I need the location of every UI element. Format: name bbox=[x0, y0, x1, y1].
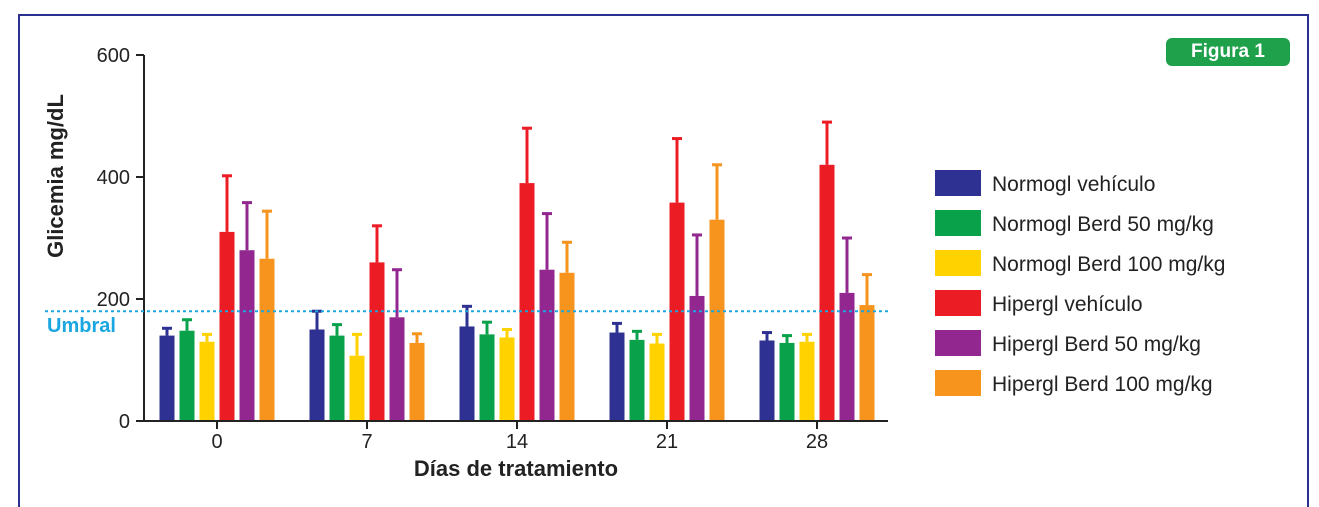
y-tick-label: 400 bbox=[97, 167, 130, 189]
x-tick-label: 14 bbox=[506, 431, 528, 453]
legend-label: Normogl vehículo bbox=[992, 173, 1155, 196]
legend-label: Hipergl Berd 100 mg/kg bbox=[992, 373, 1213, 396]
bar bbox=[649, 343, 665, 421]
bar bbox=[409, 342, 425, 421]
y-tick-label: 200 bbox=[97, 289, 130, 311]
x-tick-label: 0 bbox=[211, 431, 222, 453]
bar bbox=[349, 355, 365, 421]
bar bbox=[539, 269, 555, 421]
bar bbox=[609, 332, 625, 421]
x-tick-label: 21 bbox=[656, 431, 678, 453]
x-axis: 0 7 14 21 28 bbox=[144, 420, 888, 453]
bar bbox=[159, 335, 175, 421]
x-tick-label: 7 bbox=[361, 431, 372, 453]
bar bbox=[309, 329, 325, 421]
legend-swatch bbox=[935, 170, 981, 196]
legend-label: Hipergl Berd 50 mg/kg bbox=[992, 333, 1201, 356]
bar bbox=[559, 272, 575, 421]
y-tick-label: 0 bbox=[119, 411, 130, 433]
legend-label: Normogl Berd 50 mg/kg bbox=[992, 213, 1214, 236]
threshold-label: Umbral bbox=[47, 315, 116, 337]
bar bbox=[329, 335, 345, 421]
legend-label: Hipergl vehículo bbox=[992, 293, 1143, 316]
bar bbox=[799, 341, 815, 421]
bar bbox=[499, 337, 515, 421]
legend-swatch bbox=[935, 370, 981, 396]
bar bbox=[369, 262, 385, 421]
bars-group bbox=[159, 120, 875, 422]
bar bbox=[709, 219, 725, 421]
legend-swatch bbox=[935, 330, 981, 356]
bar bbox=[459, 326, 475, 421]
bar bbox=[239, 250, 255, 421]
x-axis-title: Días de tratamiento bbox=[414, 456, 618, 481]
bar bbox=[819, 164, 835, 422]
bar bbox=[199, 341, 215, 421]
bar bbox=[759, 340, 775, 421]
bar bbox=[179, 330, 195, 421]
bar bbox=[219, 231, 235, 421]
legend-swatch bbox=[935, 290, 981, 316]
bar bbox=[859, 305, 875, 421]
bar bbox=[259, 258, 275, 421]
bar bbox=[689, 295, 705, 421]
figure-badge: Figura 1 bbox=[1166, 38, 1290, 66]
y-axis: 0 200 400 600 bbox=[97, 45, 145, 433]
bar bbox=[479, 334, 495, 421]
x-tick-label: 28 bbox=[806, 431, 828, 453]
legend-swatch bbox=[935, 250, 981, 276]
bar bbox=[839, 292, 855, 421]
bar bbox=[629, 339, 645, 421]
legend-label: Normogl Berd 100 mg/kg bbox=[992, 253, 1225, 276]
bar bbox=[519, 183, 535, 421]
bar bbox=[779, 342, 795, 421]
y-tick-label: 600 bbox=[97, 45, 130, 67]
legend-swatch bbox=[935, 210, 981, 236]
bar bbox=[389, 317, 405, 421]
y-axis-title: Glicemia mg/dL bbox=[43, 94, 68, 258]
legend: Normogl vehículo Normogl Berd 50 mg/kg Nor… bbox=[935, 170, 1225, 396]
